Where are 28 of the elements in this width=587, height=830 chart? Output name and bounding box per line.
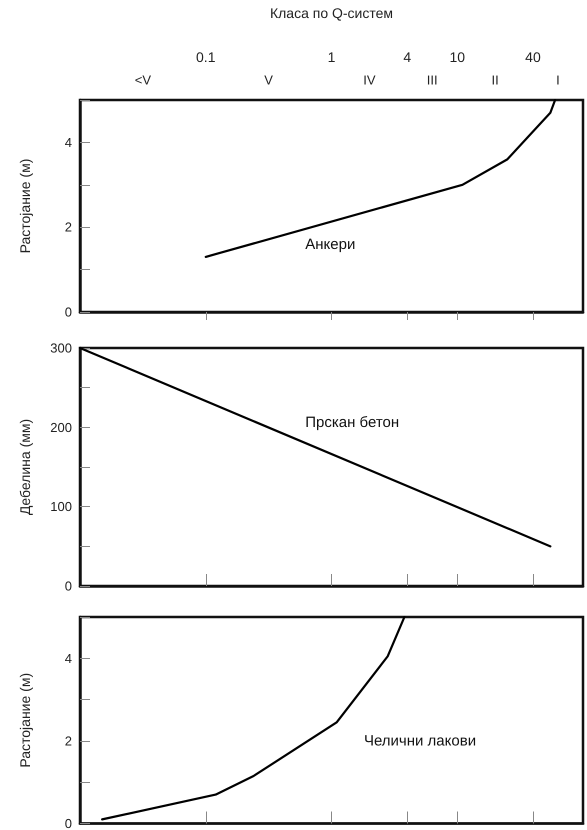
- y-axis-title: Растојание (м): [17, 672, 33, 768]
- annotation: Анкери: [305, 236, 356, 253]
- y-tick-label: 0: [64, 578, 72, 594]
- x-tick-label: 10: [449, 49, 466, 65]
- y-tick-label: 200: [50, 420, 72, 435]
- annotation: Челични лакови: [364, 732, 476, 750]
- x-axis-title: Класа по Q-систем: [270, 5, 394, 21]
- x-tick-label: 4: [403, 49, 412, 65]
- x-tick-label: 0.1: [196, 49, 216, 65]
- y-tick-label: 4: [64, 650, 72, 666]
- y-tick-label: 0: [64, 304, 72, 320]
- text: III: [426, 72, 438, 88]
- text: IV: [363, 72, 376, 88]
- text: V: [264, 72, 274, 88]
- y-tick-label: 0: [64, 816, 72, 830]
- text: <V: [134, 72, 152, 88]
- y-tick-label: 2: [64, 220, 72, 235]
- x-tick-label: 40: [525, 49, 541, 65]
- y-axis-title: Дебелина (мм): [17, 418, 33, 516]
- text: I: [556, 72, 560, 88]
- annotation: Прскан бетон: [305, 414, 400, 432]
- y-tick-label: 4: [64, 134, 72, 150]
- y-tick-label: 100: [50, 499, 72, 514]
- text: II: [491, 72, 499, 88]
- y-axis-title: Растојание (м): [17, 158, 33, 254]
- x-tick-label: 1: [328, 49, 336, 65]
- y-tick-label: 300: [50, 340, 72, 356]
- y-tick-label: 2: [64, 733, 72, 748]
